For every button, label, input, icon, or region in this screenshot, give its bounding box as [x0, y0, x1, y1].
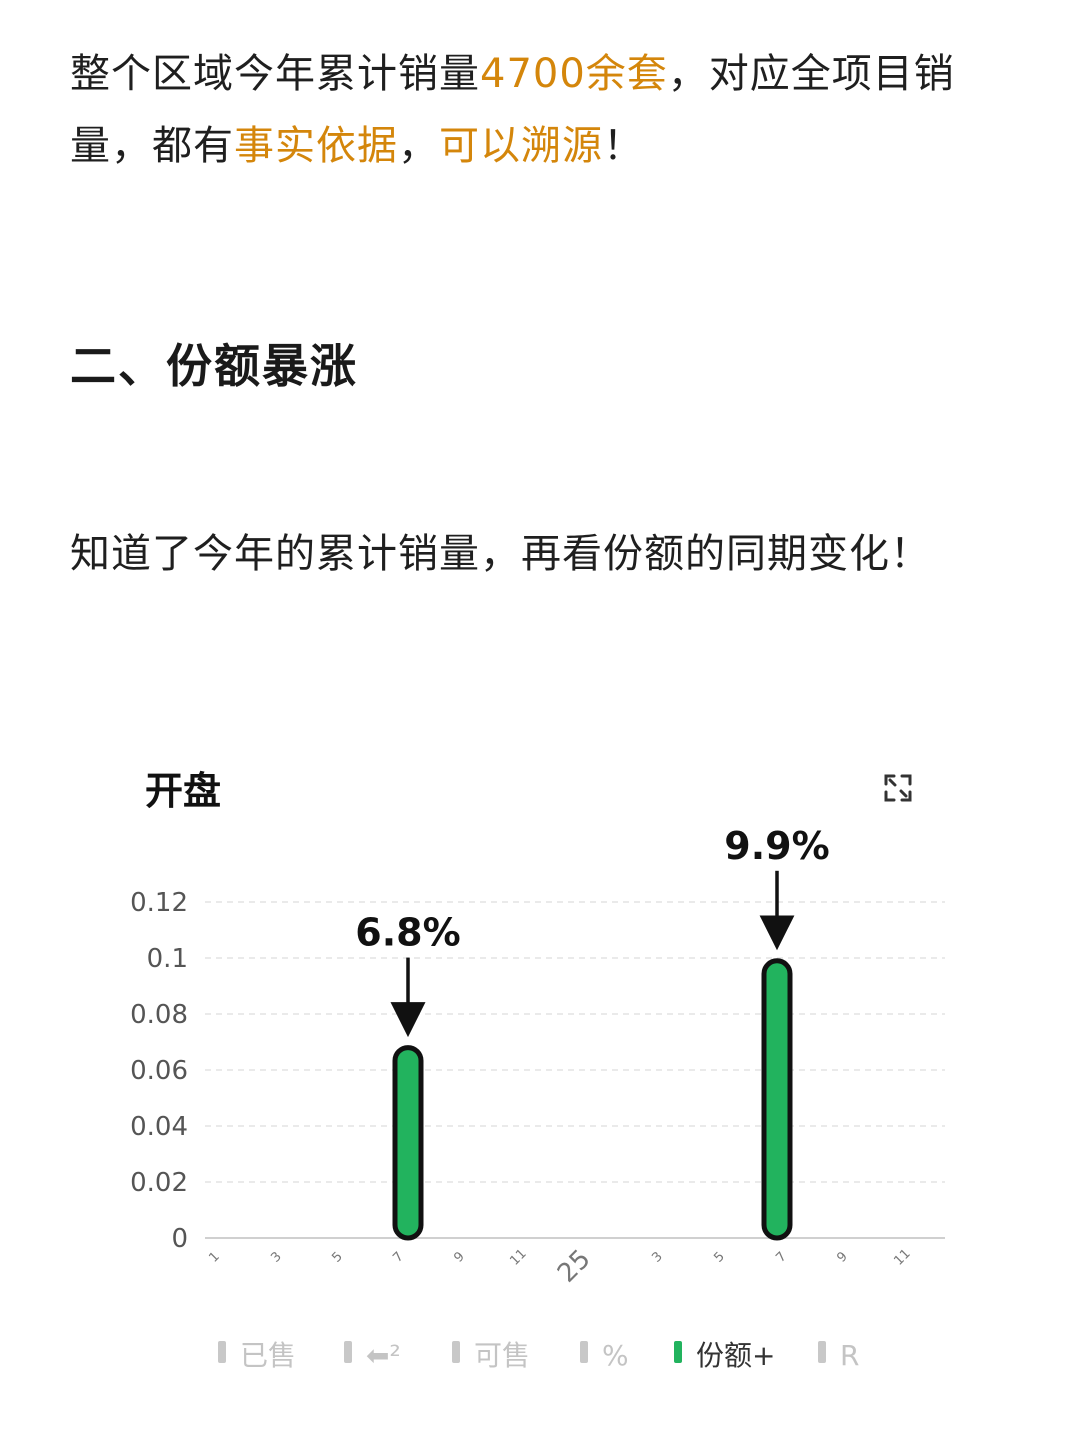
legend-swatch[interactable]	[580, 1341, 588, 1363]
legend-swatch[interactable]	[818, 1341, 826, 1363]
y-tick-label: 0.08	[130, 1000, 188, 1030]
section-heading: 二、份额暴涨	[70, 339, 358, 393]
bar[interactable]	[392, 1045, 424, 1241]
body-text: ！	[603, 123, 644, 169]
bar[interactable]	[761, 958, 793, 1241]
legend-label[interactable]: R	[840, 1339, 859, 1372]
share-bar-chart: 开盘 0 0.02 0.04 0.06 0.08 0.1 0.12 1 3 5 7 9 11 25 3 5 7…	[130, 769, 945, 1372]
y-tick-label: 0.12	[130, 888, 188, 918]
legend-swatch[interactable]	[218, 1341, 226, 1363]
x-tick-label: 7	[773, 1249, 789, 1265]
y-tick-label: 0.02	[130, 1168, 188, 1198]
paragraph-share-intro: 知道了今年的累计销量，再看份额的同期变化！	[70, 531, 931, 577]
legend-swatch[interactable]	[452, 1341, 460, 1363]
paragraph-sales-summary: 整个区域今年累计销量4700余套，对应全项目销量，都有事实依据，可以溯源！	[70, 38, 1010, 182]
legend-label[interactable]: 份额+	[696, 1339, 775, 1372]
legend-swatch[interactable]	[344, 1341, 352, 1363]
y-tick-label: 0.06	[130, 1056, 188, 1086]
x-tick-label: 9	[834, 1249, 850, 1265]
x-tick-label: 3	[649, 1249, 665, 1265]
highlight-text: 可以溯源	[439, 123, 603, 169]
x-tick-label: 25	[552, 1244, 597, 1289]
x-tick-label: 3	[268, 1249, 284, 1265]
legend-label[interactable]: %	[602, 1339, 629, 1372]
x-tick-label: 11	[507, 1246, 529, 1268]
body-text: 整个区域今年累计销量	[70, 51, 480, 97]
expand-icon[interactable]	[884, 774, 912, 802]
chart-title: 开盘	[145, 769, 221, 813]
y-tick-label: 0	[171, 1224, 188, 1254]
body-text: ，对应全项目销量，都有	[70, 51, 955, 169]
legend-label[interactable]: ⬅²	[366, 1339, 401, 1372]
x-tick-label: 5	[711, 1249, 727, 1265]
x-tick-label: 5	[329, 1249, 345, 1265]
x-tick-label: 7	[390, 1249, 406, 1265]
legend-swatch[interactable]	[674, 1341, 682, 1363]
y-tick-label: 0.1	[147, 944, 188, 974]
highlight-text: 事实依据	[234, 123, 398, 169]
x-tick-label: 11	[891, 1246, 913, 1268]
legend-label[interactable]: 可售	[474, 1339, 530, 1372]
body-text: ，	[398, 123, 439, 169]
bar-annotation: 9.9%	[724, 824, 829, 868]
bar-annotation: 6.8%	[355, 911, 460, 955]
x-tick-label: 9	[451, 1249, 467, 1265]
legend-label[interactable]: 已售	[240, 1339, 296, 1372]
highlight-text: 4700余套	[480, 51, 668, 97]
y-tick-label: 0.04	[130, 1112, 188, 1142]
x-tick-label: 1	[206, 1249, 222, 1265]
